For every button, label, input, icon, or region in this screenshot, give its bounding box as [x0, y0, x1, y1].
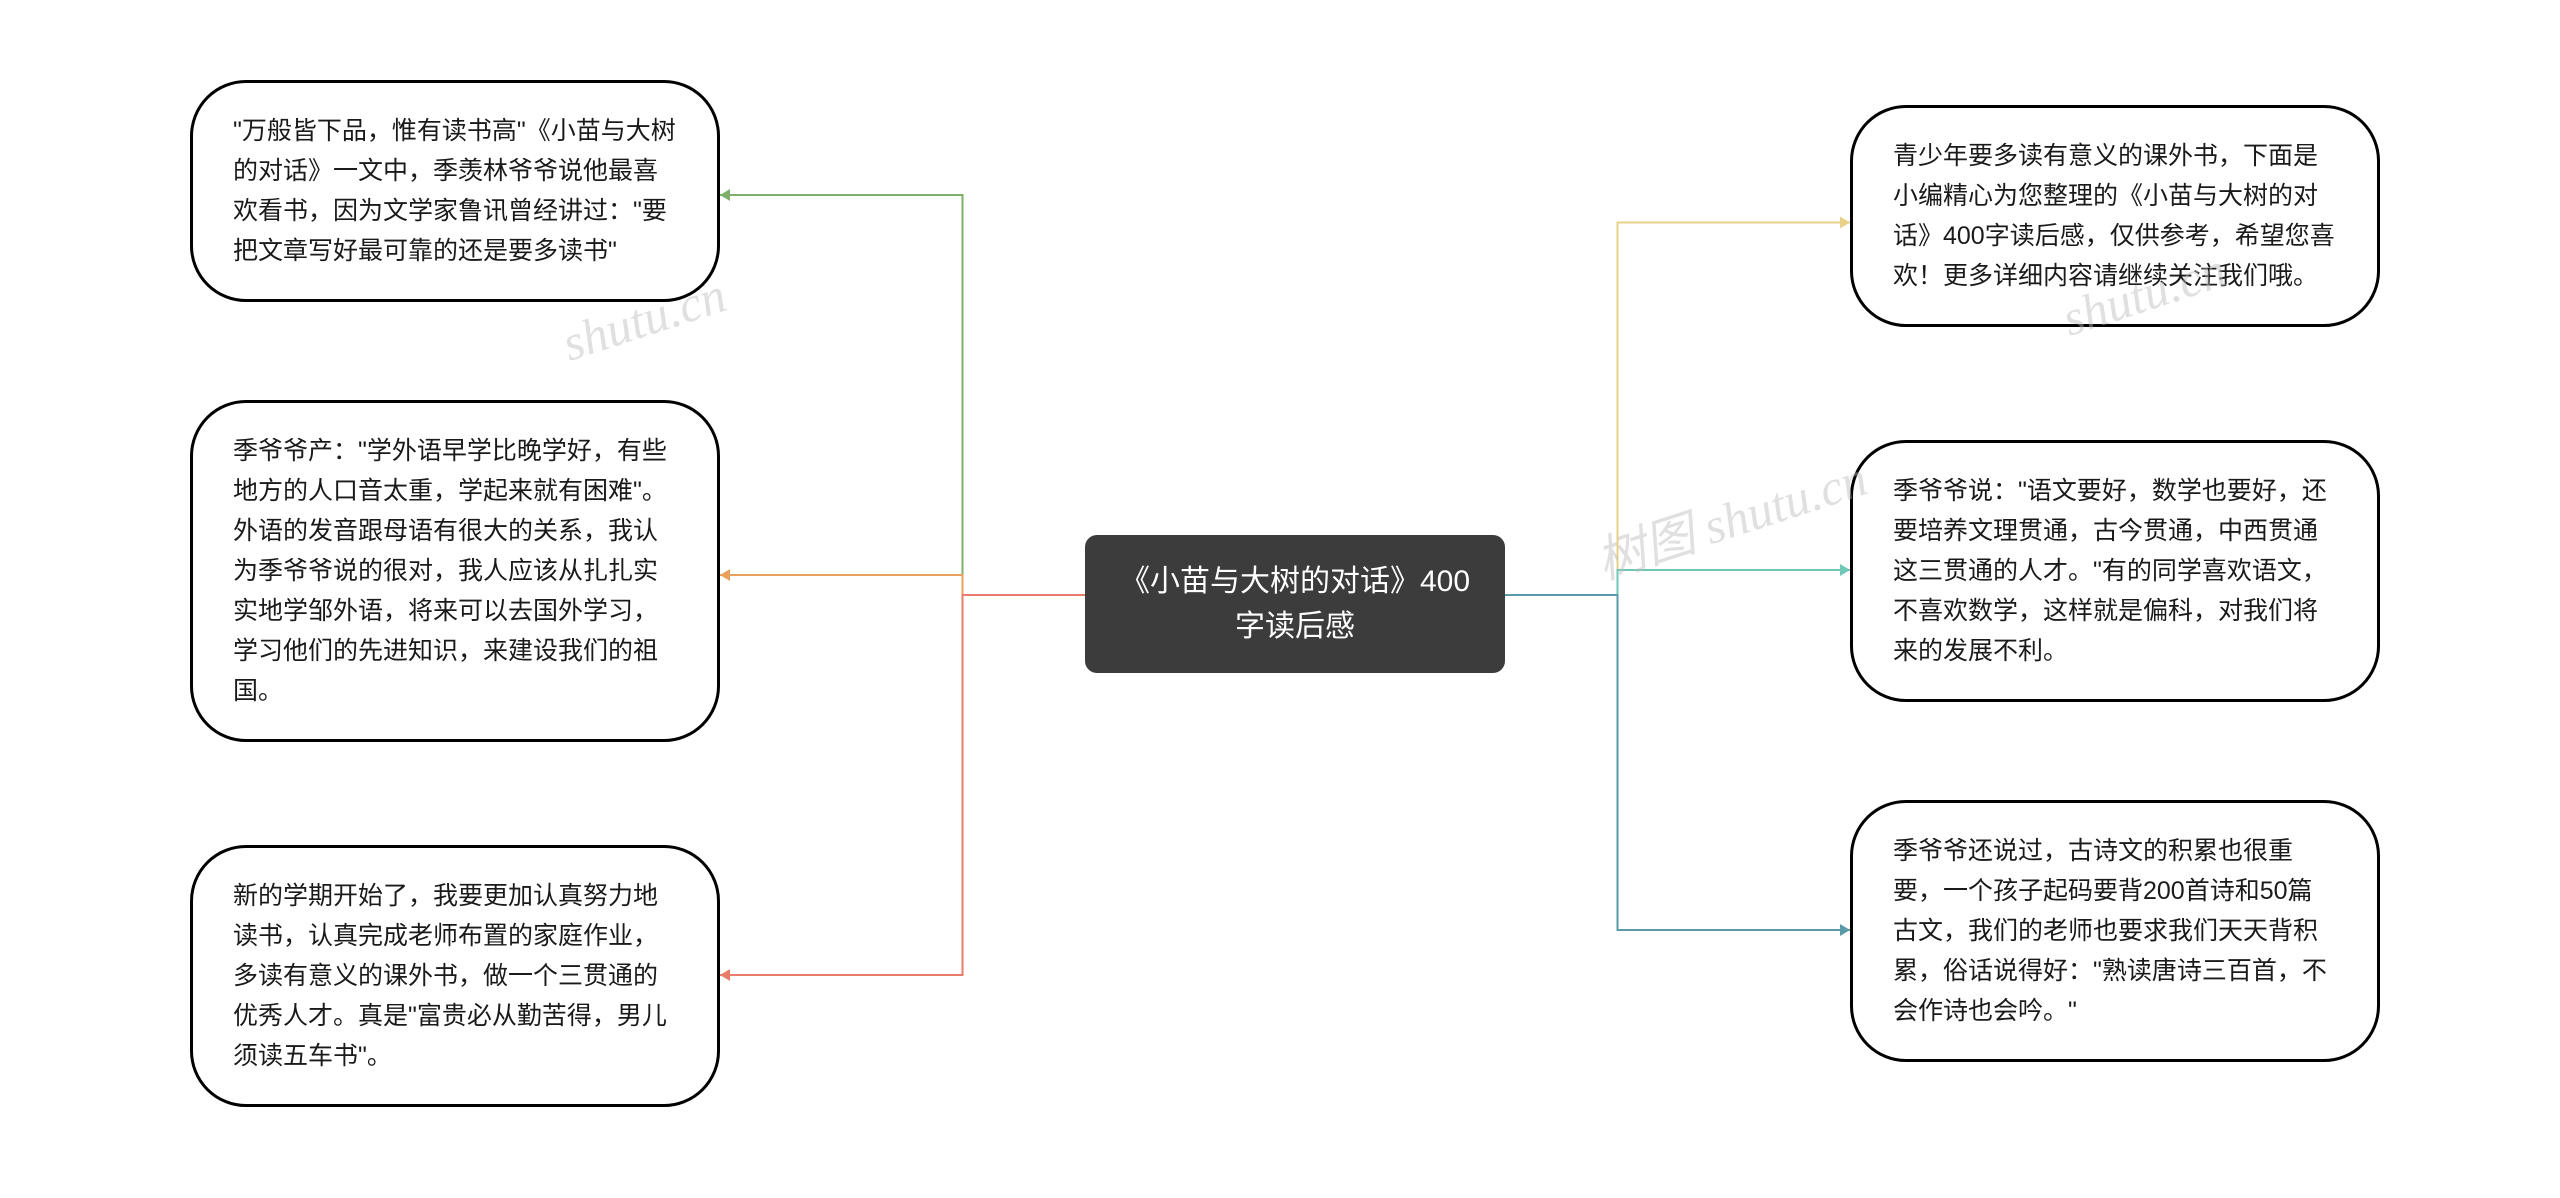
left-leaf-1: 季爷爷产："学外语早学比晚学好，有些地方的人口音太重，学起来就有困难"。外语的发… [190, 400, 720, 742]
leaf-text: 青少年要多读有意义的课外书，下面是小编精心为您整理的《小苗与大树的对话》400字… [1893, 142, 2335, 290]
left-leaf-0: "万般皆下品，惟有读书高"《小苗与大树的对话》一文中，季羡林爷爷说他最喜欢看书，… [190, 80, 720, 302]
leaf-text: 季爷爷说："语文要好，数学也要好，还要培养文理贯通，古今贯通，中西贯通这三贯通的… [1893, 477, 2327, 665]
leaf-text: 季爷爷产："学外语早学比晚学好，有些地方的人口音太重，学起来就有困难"。外语的发… [233, 437, 667, 705]
leaf-text: 新的学期开始了，我要更加认真努力地读书，认真完成老师布置的家庭作业，多读有意义的… [233, 882, 667, 1070]
leaf-text: "万般皆下品，惟有读书高"《小苗与大树的对话》一文中，季羡林爷爷说他最喜欢看书，… [233, 117, 676, 265]
watermark-1: 树图 shutu.cn [1586, 438, 1875, 593]
left-leaf-2: 新的学期开始了，我要更加认真努力地读书，认真完成老师布置的家庭作业，多读有意义的… [190, 845, 720, 1107]
leaf-text: 季爷爷还说过，古诗文的积累也很重要，一个孩子起码要背200首诗和50篇古文，我们… [1893, 837, 2327, 1025]
right-leaf-1: 季爷爷说："语文要好，数学也要好，还要培养文理贯通，古今贯通，中西贯通这三贯通的… [1850, 440, 2380, 702]
center-topic: 《小苗与大树的对话》400字读后感 [1085, 535, 1505, 673]
right-leaf-2: 季爷爷还说过，古诗文的积累也很重要，一个孩子起码要背200首诗和50篇古文，我们… [1850, 800, 2380, 1062]
mindmap-canvas: 《小苗与大树的对话》400字读后感 "万般皆下品，惟有读书高"《小苗与大树的对话… [0, 0, 2560, 1198]
right-leaf-0: 青少年要多读有意义的课外书，下面是小编精心为您整理的《小苗与大树的对话》400字… [1850, 105, 2380, 327]
center-topic-text: 《小苗与大树的对话》400字读后感 [1120, 565, 1470, 643]
